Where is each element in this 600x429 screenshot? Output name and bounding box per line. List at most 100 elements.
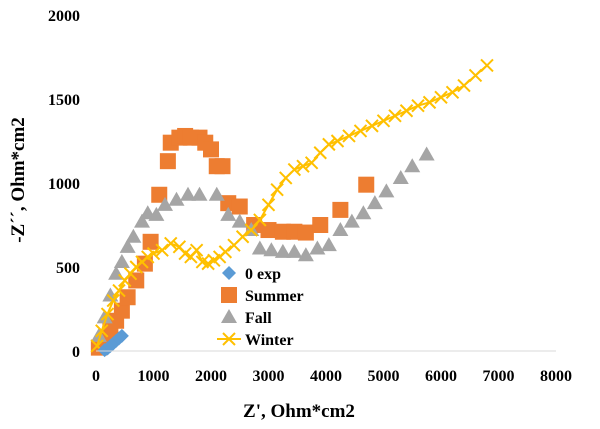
x-tick-label: 5000 (368, 368, 400, 385)
data-point (95, 324, 109, 338)
x-tick-label: 7000 (483, 368, 515, 385)
data-point (106, 293, 120, 308)
x-axis-label: Z', Ohm*cm2 (243, 401, 355, 422)
data-point (134, 213, 150, 228)
data-point (388, 109, 402, 123)
data-point (157, 196, 173, 211)
data-point (251, 240, 268, 255)
data-point (208, 186, 225, 201)
x-tick-label: 4000 (310, 368, 342, 385)
data-point (263, 242, 280, 257)
x-tick-label: 6000 (425, 368, 457, 385)
data-point (231, 213, 248, 228)
data-point (353, 124, 368, 138)
data-point (180, 186, 196, 201)
x-tick-label: 2000 (195, 368, 227, 385)
data-point (220, 206, 237, 221)
legend-item: Fall (221, 309, 272, 327)
legend-label: 0 exp (245, 266, 281, 283)
x-axis-ticks: 0 1000 2000 3000 4000 5000 6000 7000 8000 (92, 368, 572, 385)
data-point (434, 90, 448, 105)
data-point (365, 119, 379, 133)
data-point (480, 58, 494, 73)
data-point (142, 233, 159, 250)
legend-item: Winter (217, 332, 294, 349)
data-point (342, 129, 356, 143)
data-point (286, 243, 303, 258)
data-point (457, 78, 471, 93)
legend-label: Fall (245, 310, 272, 327)
y-tick-label: 0 (72, 344, 80, 361)
data-point (113, 253, 130, 268)
data-point (378, 183, 395, 198)
data-point (231, 198, 248, 215)
data-point (244, 223, 258, 237)
data-point (332, 222, 349, 237)
data-point (218, 245, 233, 259)
data-point (191, 186, 208, 201)
data-point (260, 222, 277, 239)
y-tick-label: 2000 (48, 8, 80, 25)
plot-area (90, 58, 556, 358)
series-0-exp (97, 328, 129, 358)
data-point (358, 176, 375, 193)
data-point (312, 217, 329, 233)
data-point (261, 198, 276, 212)
data-point (235, 230, 250, 244)
x-tick-label: 3000 (253, 368, 285, 385)
data-point (343, 213, 360, 228)
data-point (146, 246, 161, 261)
data-point (392, 169, 409, 184)
data-point (119, 238, 136, 253)
data-point (270, 183, 284, 197)
data-point (274, 243, 291, 258)
y-axis-ticks: 0 500 1000 1500 2000 (48, 8, 80, 361)
data-point (151, 186, 168, 203)
data-point (422, 95, 437, 110)
y-tick-label: 500 (56, 260, 80, 277)
legend-marker (221, 287, 237, 303)
data-point (114, 328, 129, 343)
data-point (112, 283, 126, 298)
data-point (148, 206, 165, 221)
data-point (155, 243, 169, 257)
legend-label: Winter (245, 332, 294, 349)
data-point (297, 247, 314, 262)
x-tick-label: 8000 (540, 368, 572, 385)
data-point (468, 68, 483, 83)
data-point (418, 146, 435, 161)
data-point (322, 137, 336, 152)
data-point (304, 156, 319, 170)
legend: 0 exp Summer Fall Winter (217, 266, 304, 349)
data-point (253, 213, 267, 227)
legend-item: Summer (221, 287, 304, 305)
data-point (355, 205, 372, 220)
legend-marker (221, 309, 237, 323)
data-point (113, 302, 130, 319)
data-point (297, 224, 314, 241)
data-point (203, 141, 219, 158)
y-tick-label: 1500 (48, 92, 80, 109)
data-point (125, 228, 142, 243)
y-tick-label: 1000 (48, 176, 80, 193)
data-point (296, 159, 310, 173)
data-point (214, 158, 231, 175)
series-winter (90, 58, 494, 353)
data-point (119, 289, 136, 306)
data-point (330, 134, 345, 148)
series-fall (90, 146, 435, 342)
legend-marker (222, 266, 236, 280)
data-point (287, 162, 302, 177)
data-point (320, 237, 337, 252)
data-point (376, 114, 391, 128)
data-point (332, 201, 349, 218)
x-tick-label: 0 (92, 368, 100, 385)
data-point (411, 99, 425, 113)
x-tick-label: 1000 (138, 368, 170, 385)
legend-item: 0 exp (222, 266, 281, 283)
data-point (159, 153, 176, 170)
data-point (164, 236, 178, 251)
data-point (366, 195, 383, 210)
data-point (399, 104, 414, 118)
